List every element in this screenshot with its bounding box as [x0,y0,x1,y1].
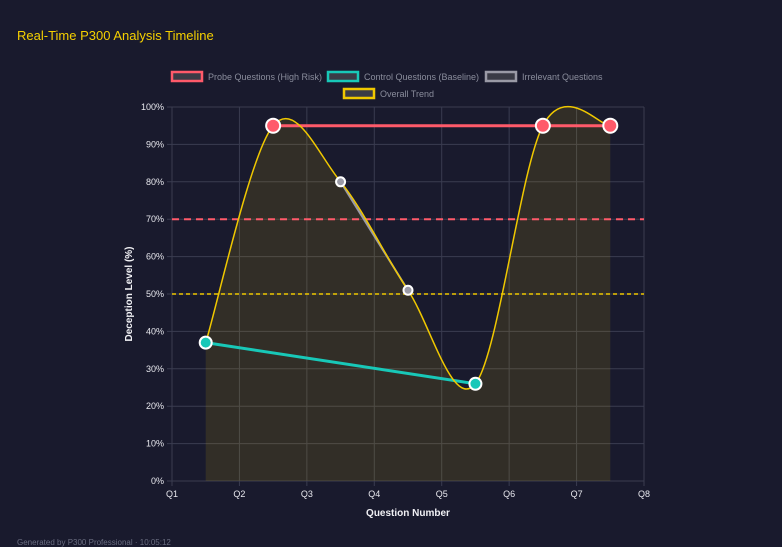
y-tick-label: 60% [146,252,164,262]
x-tick-label: Q2 [233,489,245,499]
y-tick-label: 70% [146,214,164,224]
y-tick-label: 30% [146,364,164,374]
y-tick-label: 80% [146,177,164,187]
data-point [198,335,213,350]
y-tick-label: 50% [146,289,164,299]
y-tick-label: 90% [146,139,164,149]
y-tick-label: 0% [151,476,164,486]
footer-text: Generated by P300 Professional · 10:05:1… [17,538,171,547]
y-tick-label: 10% [146,439,164,449]
data-point [602,117,619,134]
y-tick-label: 40% [146,326,164,336]
data-point [468,376,483,391]
data-point [265,117,282,134]
legend-label: Overall Trend [380,89,434,99]
y-axis-label: Deception Level (%) [124,246,135,341]
x-tick-label: Q8 [638,489,650,499]
legend-swatch [342,87,376,100]
x-tick-label: Q7 [571,489,583,499]
legend-swatch [170,70,204,83]
data-point [534,117,551,134]
legend-label: Irrelevant Questions [522,72,603,82]
x-tick-label: Q3 [301,489,313,499]
chart-title: Real-Time P300 Analysis Timeline [17,28,214,43]
legend-swatch [484,70,518,83]
x-tick-label: Q5 [436,489,448,499]
series-line-1 [205,341,476,386]
data-point [402,284,414,296]
x-tick-label: Q4 [368,489,380,499]
x-axis-label: Question Number [366,508,450,519]
legend-swatch [326,70,360,83]
y-tick-label: 20% [146,401,164,411]
x-tick-label: Q1 [166,489,178,499]
legend-label: Probe Questions (High Risk) [208,72,322,82]
y-tick-label: 100% [141,102,164,112]
x-tick-label: Q6 [503,489,515,499]
data-point [335,176,347,188]
legend-label: Control Questions (Baseline) [364,72,479,82]
